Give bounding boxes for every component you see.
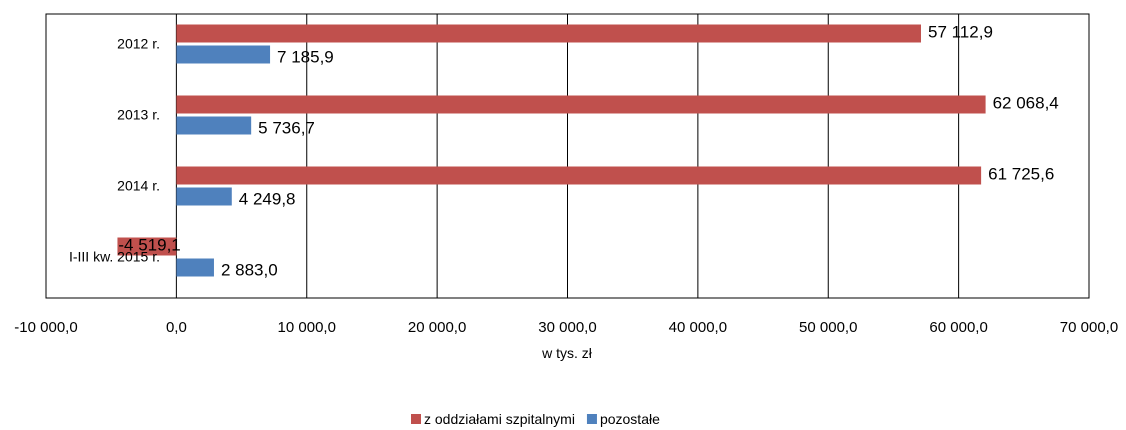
x-tick-label: 30 000,0 bbox=[538, 319, 596, 336]
data-label: 62 068,4 bbox=[993, 94, 1059, 113]
bar-hospital-2 bbox=[176, 166, 982, 185]
legend-swatch-other bbox=[586, 414, 597, 424]
data-label: 61 725,6 bbox=[988, 165, 1054, 184]
category-label: 2013 r. bbox=[117, 107, 160, 123]
category-label: 2012 r. bbox=[117, 36, 160, 52]
data-label: 2 883,0 bbox=[221, 261, 278, 280]
data-label: 4 249,8 bbox=[239, 190, 296, 209]
x-tick-label: 40 000,0 bbox=[669, 319, 727, 336]
data-label: 5 736,7 bbox=[258, 119, 315, 138]
bar-other-2 bbox=[176, 187, 232, 206]
category-label: I-III kw. 2015 r. bbox=[69, 249, 160, 265]
bar-hospital-3 bbox=[117, 237, 177, 256]
x-axis-title: w tys. zł bbox=[541, 345, 593, 361]
category-label: 2014 r. bbox=[117, 178, 160, 194]
bar-other-0 bbox=[176, 45, 271, 64]
x-tick-label: 60 000,0 bbox=[929, 319, 987, 336]
legend-label: z oddziałami szpitalnymi bbox=[424, 411, 575, 427]
x-tick-label: 70 000,0 bbox=[1060, 319, 1118, 336]
legend-swatch-hospital bbox=[411, 414, 421, 424]
bar-other-3 bbox=[176, 258, 214, 277]
data-label: 57 112,9 bbox=[928, 23, 993, 42]
data-label: -4 519,1 bbox=[118, 236, 180, 255]
x-tick-label: -10 000,0 bbox=[14, 319, 77, 336]
bar-hospital-1 bbox=[176, 95, 986, 114]
x-tick-label: 10 000,0 bbox=[278, 319, 336, 336]
x-tick-label: 50 000,0 bbox=[799, 319, 857, 336]
legend-label: pozostałe bbox=[600, 411, 660, 427]
data-label: 7 185,9 bbox=[277, 48, 334, 67]
x-tick-label: 0,0 bbox=[166, 319, 187, 336]
x-tick-label: 20 000,0 bbox=[408, 319, 466, 336]
bar-hospital-0 bbox=[176, 24, 921, 43]
bar-other-1 bbox=[176, 116, 252, 135]
